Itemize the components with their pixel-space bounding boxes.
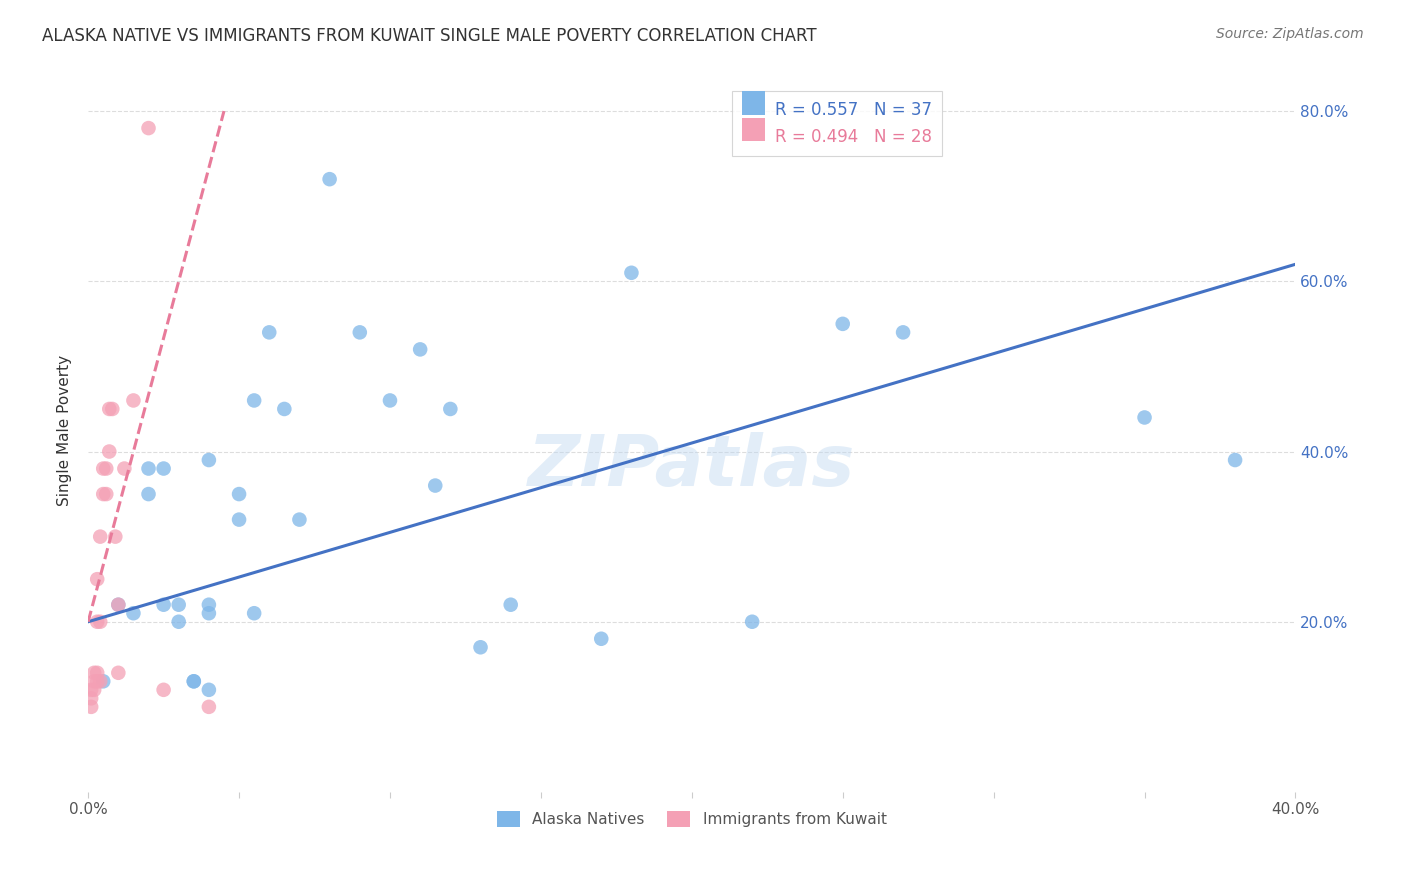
Point bbox=[91, 461, 114, 475]
Point bbox=[243, 606, 266, 620]
Point bbox=[198, 598, 221, 612]
Point bbox=[112, 461, 135, 475]
Point bbox=[378, 393, 401, 408]
Point bbox=[273, 401, 295, 416]
Point bbox=[86, 665, 108, 680]
Point bbox=[83, 674, 105, 689]
Point bbox=[470, 640, 492, 655]
Point bbox=[86, 674, 108, 689]
Point bbox=[425, 478, 447, 492]
Point bbox=[257, 326, 280, 340]
Point bbox=[499, 598, 522, 612]
Point bbox=[122, 393, 145, 408]
Point bbox=[107, 665, 129, 680]
Point bbox=[228, 487, 250, 501]
Point bbox=[86, 615, 108, 629]
Point bbox=[243, 393, 266, 408]
Point bbox=[831, 317, 853, 331]
Point bbox=[167, 598, 190, 612]
Point bbox=[228, 513, 250, 527]
Point bbox=[620, 266, 643, 280]
Point bbox=[138, 461, 160, 475]
Point bbox=[198, 682, 221, 697]
Y-axis label: Single Male Poverty: Single Male Poverty bbox=[58, 355, 72, 506]
Point bbox=[349, 326, 371, 340]
Point bbox=[104, 530, 127, 544]
Point bbox=[198, 606, 221, 620]
Point bbox=[91, 487, 114, 501]
Point bbox=[591, 632, 613, 646]
Point bbox=[1223, 453, 1246, 467]
Point bbox=[98, 401, 121, 416]
Point bbox=[198, 699, 221, 714]
Point bbox=[107, 598, 129, 612]
Point bbox=[98, 444, 121, 458]
Point bbox=[89, 615, 111, 629]
Point bbox=[318, 172, 340, 186]
Point bbox=[138, 121, 160, 136]
Point bbox=[89, 674, 111, 689]
Text: Source: ZipAtlas.com: Source: ZipAtlas.com bbox=[1216, 27, 1364, 41]
Point bbox=[83, 665, 105, 680]
Legend: Alaska Natives, Immigrants from Kuwait: Alaska Natives, Immigrants from Kuwait bbox=[489, 804, 894, 835]
Point bbox=[138, 487, 160, 501]
Point bbox=[167, 615, 190, 629]
Point bbox=[439, 401, 461, 416]
Point bbox=[183, 674, 205, 689]
Text: ZIPatlas: ZIPatlas bbox=[529, 432, 855, 501]
Point bbox=[198, 453, 221, 467]
Point bbox=[288, 513, 311, 527]
Point bbox=[86, 572, 108, 586]
Point bbox=[152, 598, 174, 612]
Point bbox=[96, 461, 118, 475]
Point bbox=[122, 606, 145, 620]
Point bbox=[101, 401, 124, 416]
Point bbox=[96, 487, 118, 501]
Point bbox=[80, 699, 103, 714]
Point bbox=[80, 691, 103, 706]
Point bbox=[80, 682, 103, 697]
Point bbox=[183, 674, 205, 689]
Point bbox=[83, 682, 105, 697]
Point bbox=[1133, 410, 1156, 425]
Point bbox=[91, 674, 114, 689]
Point bbox=[409, 343, 432, 357]
Point bbox=[107, 598, 129, 612]
Point bbox=[741, 615, 763, 629]
Point bbox=[152, 461, 174, 475]
Point bbox=[891, 326, 914, 340]
Point bbox=[152, 682, 174, 697]
Text: ALASKA NATIVE VS IMMIGRANTS FROM KUWAIT SINGLE MALE POVERTY CORRELATION CHART: ALASKA NATIVE VS IMMIGRANTS FROM KUWAIT … bbox=[42, 27, 817, 45]
Point bbox=[89, 530, 111, 544]
